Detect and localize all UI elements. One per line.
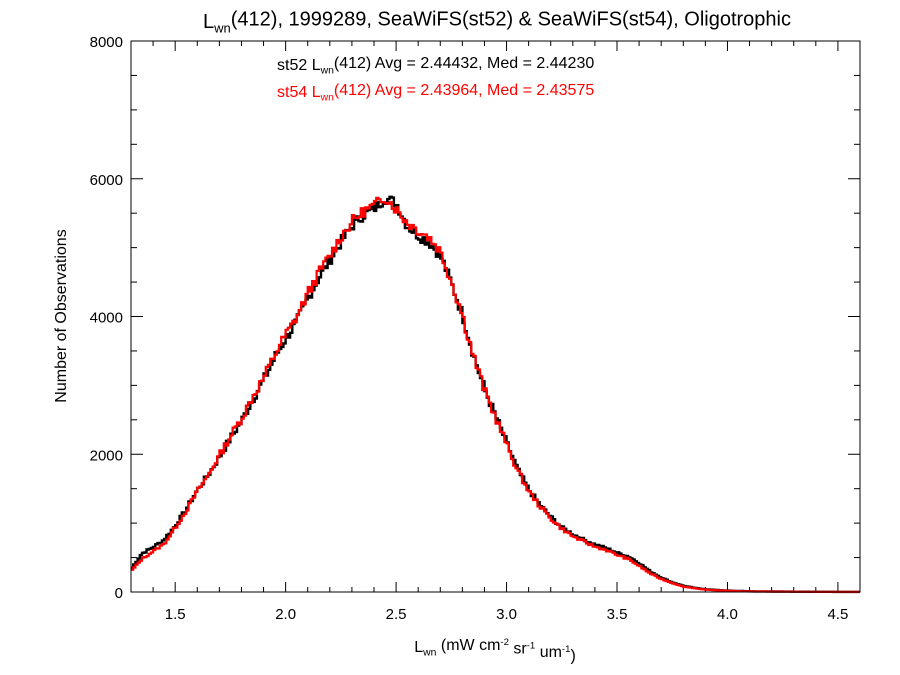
x-tick-label: 3.5 (607, 606, 628, 623)
x-label-part: L (414, 639, 423, 656)
y-axis-label: Number of Observations (53, 229, 70, 402)
series-line-st52 (131, 195, 860, 594)
stats-st54-part: wn (320, 93, 335, 104)
x-tick-label: 4.5 (827, 606, 848, 623)
chart-title: Lwn​(412), 1999289, SeaWiFS(st52) & SeaW… (203, 9, 791, 36)
x-label-part: wn (422, 648, 437, 659)
y-tick-label: 8000 (90, 34, 123, 51)
stats-st52-part: st52 L (277, 57, 321, 74)
x-label-part: (mW cm (436, 637, 500, 654)
x-label-part: -1 (527, 640, 536, 651)
x-tick-label: 1.5 (165, 606, 186, 623)
title-part: L (203, 11, 214, 33)
x-label-part: -1 (562, 644, 571, 655)
stats-st52-part: (412) Avg = 2.44432, Med = 2.44230 (334, 55, 594, 72)
series-layer (131, 195, 860, 594)
stats-st52-part: wn (320, 66, 335, 77)
x-label-part: -2 (500, 637, 509, 648)
axes: 1.5 2.0 2.5 3.0 3.5 4.0 4.5 0 2000 4000 6000 8000 (90, 34, 861, 623)
plot-frame (130, 40, 861, 593)
stats-st54-part: (412) Avg = 2.43964, Med = 2.43575 (334, 82, 594, 99)
x-tick-label: 2.5 (386, 606, 407, 623)
x-label-part: ) (570, 648, 575, 665)
y-tick-label: 4000 (90, 310, 123, 327)
y-tick-label: 6000 (90, 172, 123, 189)
x-label-part: sr (509, 641, 527, 658)
x-axis-label: Lwn​ (mW cm-2​ sr-1​ um-1​) (414, 637, 576, 665)
legend-stats-st52: st52 Lwn​(412) Avg = 2.44432, Med = 2.44… (277, 55, 594, 77)
stats-st54-part: st54 L (277, 84, 321, 101)
series-line-st54 (131, 196, 860, 593)
y-tick-label: 0 (115, 585, 123, 602)
title-part: wn (213, 21, 231, 36)
legend-stats-st54: st54 Lwn​(412) Avg = 2.43964, Med = 2.43… (277, 82, 594, 104)
y-tick-label: 2000 (90, 447, 123, 464)
x-tick-label: 4.0 (717, 606, 738, 623)
x-tick-label: 3.0 (496, 606, 517, 623)
x-label-part: um (535, 644, 562, 661)
x-tick-label: 2.0 (275, 606, 296, 623)
title-part: (412), 1999289, SeaWiFS(st52) & SeaWiFS(… (231, 9, 791, 31)
